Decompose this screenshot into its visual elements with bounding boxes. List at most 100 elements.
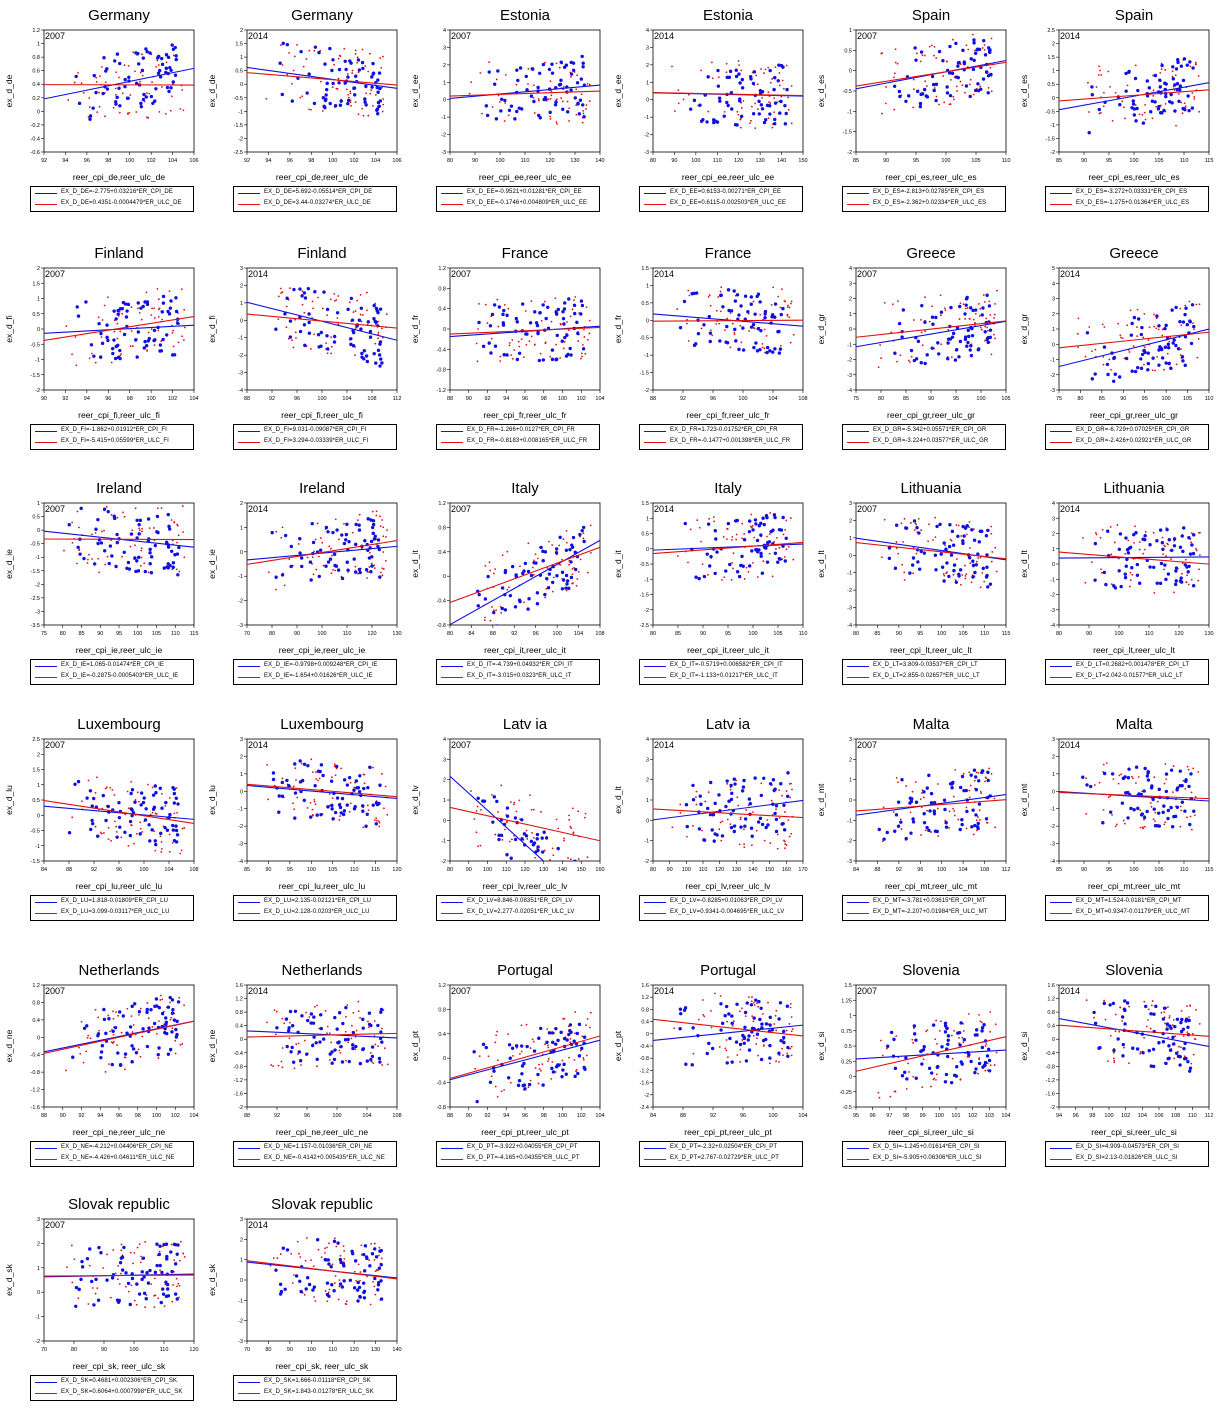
- ulc-point: [931, 44, 933, 46]
- ulc-point: [937, 835, 939, 837]
- ulc-point: [779, 817, 781, 819]
- ulc-point: [937, 807, 939, 809]
- cpi-point: [1179, 576, 1182, 579]
- y-tick-label: 0.4: [438, 307, 446, 313]
- cpi-point: [1124, 72, 1127, 75]
- ulc-point: [147, 117, 149, 119]
- cpi-point: [346, 561, 349, 564]
- cpi-point: [928, 809, 931, 812]
- cpi-point: [345, 523, 348, 526]
- ulc-point: [554, 297, 556, 299]
- chart-title: Luxembourg: [280, 716, 363, 733]
- y-tick-label: 1.5: [641, 501, 649, 507]
- ulc-point: [1187, 766, 1189, 768]
- ulc-point: [126, 1008, 128, 1010]
- ulc-point: [1135, 65, 1137, 67]
- ulc-point: [563, 348, 565, 350]
- ulc-point: [312, 809, 314, 811]
- ulc-point: [896, 547, 898, 549]
- ulc-point: [1144, 104, 1146, 106]
- cpi-point: [730, 107, 733, 110]
- ulc-point: [101, 833, 103, 835]
- cpi-point: [338, 1011, 341, 1014]
- ulc-point: [926, 85, 928, 87]
- ulc-point: [124, 516, 126, 518]
- cpi-point: [285, 1017, 288, 1020]
- cpi-point: [88, 118, 91, 121]
- ulc-point: [508, 114, 510, 116]
- legend-entry: EX_D_DE=5.692-0.05514*ER_CPI_DE: [236, 188, 396, 199]
- cpi-point: [334, 811, 337, 814]
- x-tick-label: 110: [502, 867, 511, 873]
- cpi-point: [893, 85, 896, 88]
- cpi-point: [562, 578, 565, 581]
- cpi-point: [541, 303, 544, 306]
- ulc-point: [568, 1057, 570, 1059]
- ulc-point: [488, 1055, 490, 1057]
- ulc-point: [293, 785, 295, 787]
- ulc-point: [737, 805, 739, 807]
- x-tick-label: 80: [853, 631, 859, 637]
- ulc-point: [355, 101, 357, 103]
- legend-ulc-swatch: [35, 913, 57, 914]
- cpi-point: [142, 56, 145, 59]
- ulc-point: [120, 353, 122, 355]
- cpi-point: [1128, 547, 1131, 550]
- y-tick-label: 3: [1052, 737, 1055, 743]
- cpi-point: [362, 357, 365, 360]
- ulc-point: [1100, 537, 1102, 539]
- ulc-point: [489, 561, 491, 563]
- x-axis-label: reer_cpi_ie,reer_ulc_ie: [279, 645, 366, 655]
- legend-cpi-swatch: [441, 431, 463, 432]
- ulc-point: [116, 1044, 118, 1046]
- ulc-point: [152, 787, 154, 789]
- x-tick-label: 102: [577, 396, 586, 402]
- plot-area: [247, 287, 397, 368]
- ulc-point: [301, 95, 303, 97]
- ulc-point: [332, 569, 334, 571]
- ulc-point: [141, 1035, 143, 1037]
- ulc-point: [964, 318, 966, 320]
- cpi-point: [137, 532, 140, 535]
- cpi-point: [292, 288, 295, 291]
- cpi-point: [337, 81, 340, 84]
- cpi-point: [970, 354, 973, 357]
- cpi-point: [346, 569, 349, 572]
- cpi-point: [774, 552, 777, 555]
- cpi-point: [129, 1025, 132, 1028]
- cpi-point: [737, 313, 740, 316]
- cpi-point: [766, 560, 769, 563]
- cpi-point: [565, 354, 568, 357]
- ulc-point: [725, 71, 727, 73]
- ulc-point: [357, 519, 359, 521]
- cpi-point: [1189, 552, 1192, 555]
- ulc-point: [114, 794, 116, 796]
- cpi-point: [1138, 582, 1141, 585]
- x-tick-label: 104: [189, 1113, 198, 1119]
- cpi-point: [542, 831, 545, 834]
- cpi-point: [77, 314, 80, 317]
- ulc-point: [504, 102, 506, 104]
- ulc-point: [1118, 783, 1120, 785]
- cpi-point: [726, 341, 729, 344]
- ulc-point: [75, 364, 77, 366]
- cpi-point: [1161, 356, 1164, 359]
- cpi-point: [168, 66, 171, 69]
- cpi-point: [115, 533, 118, 536]
- ulc-point: [548, 98, 550, 100]
- cpi-point: [716, 69, 719, 72]
- y-tick-label: 2: [849, 757, 852, 763]
- x-tick-label: 88: [41, 1113, 47, 1119]
- legend-ulc-swatch: [644, 913, 666, 914]
- ulc-point: [274, 1009, 276, 1011]
- y-tick-label: 0: [37, 327, 40, 333]
- x-tick-label: 95: [116, 631, 122, 637]
- ulc-point: [308, 108, 310, 110]
- ulc-point: [108, 838, 110, 840]
- plot-area: [44, 505, 194, 576]
- y-axis-label: ex_d_fi: [207, 315, 217, 343]
- ulc-point: [981, 572, 983, 574]
- y-tick-label: 0.8: [32, 55, 40, 61]
- cpi-point: [124, 302, 127, 305]
- cpi-point: [351, 1043, 354, 1046]
